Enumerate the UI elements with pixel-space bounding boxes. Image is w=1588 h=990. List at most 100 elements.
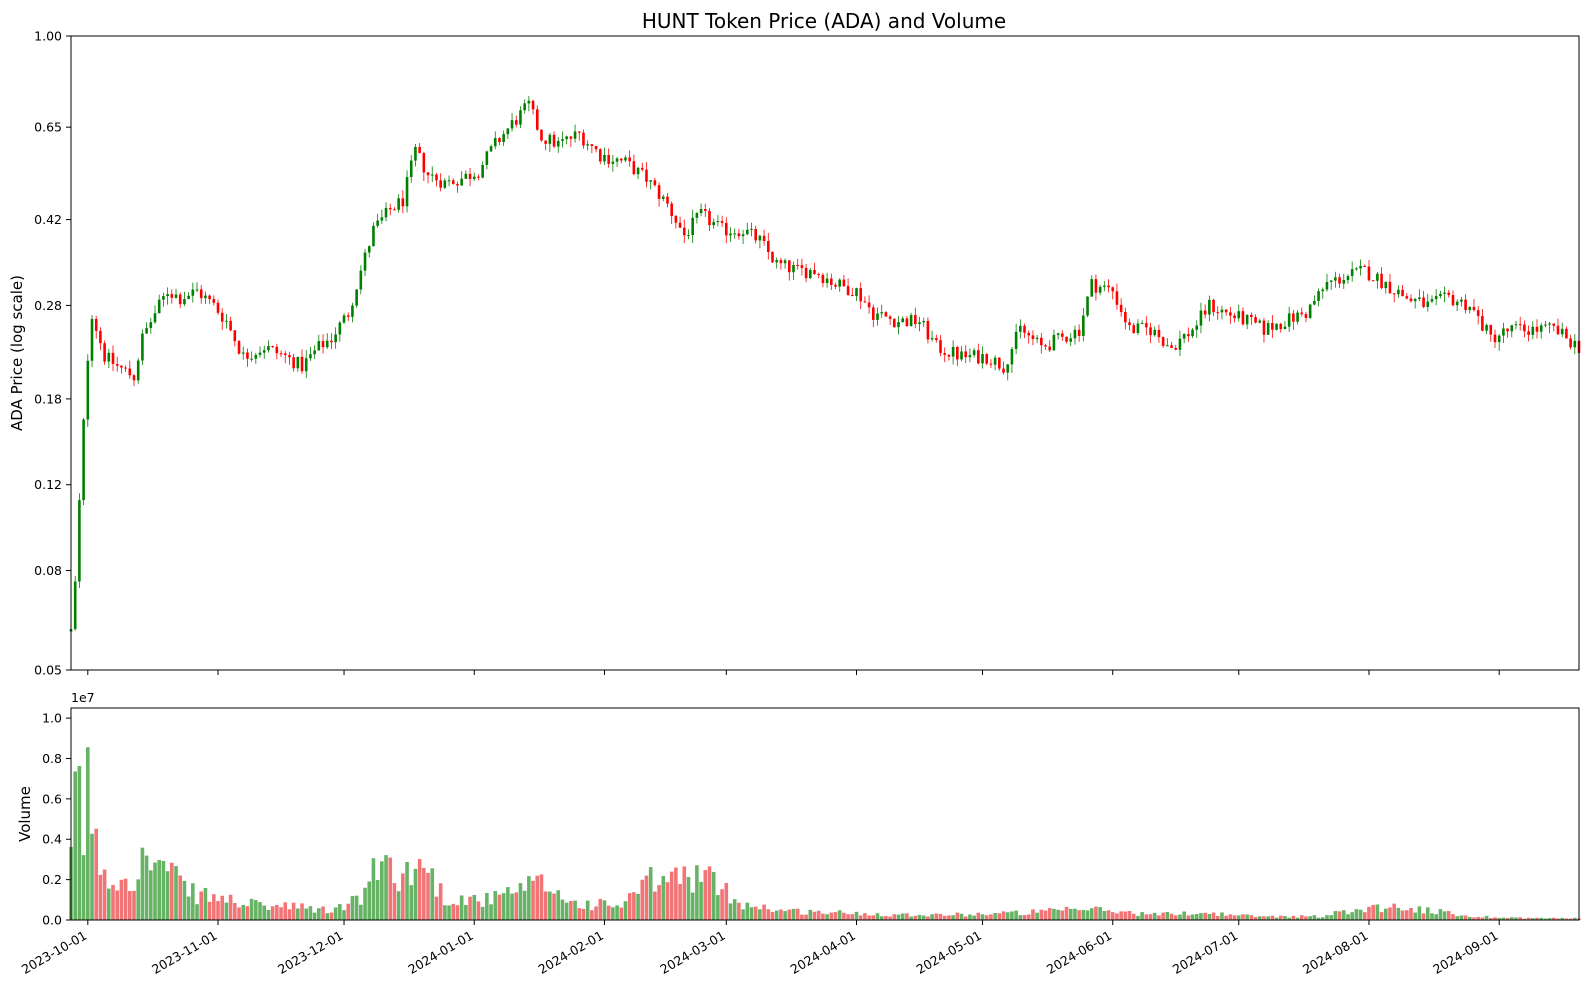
- volume-bar: [153, 862, 157, 920]
- volume-bar: [94, 828, 99, 920]
- candle-body: [884, 312, 888, 317]
- volume-bar: [1102, 910, 1107, 920]
- volume-bar: [1295, 917, 1300, 920]
- candle-body: [943, 352, 947, 355]
- candle-body: [1308, 304, 1312, 318]
- candle-body: [1481, 315, 1484, 331]
- volume-bar: [90, 833, 94, 920]
- volume-bar: [842, 912, 846, 920]
- volume-y-ticks: 0.0 0.2 0.4 0.6 0.8 1.0: [42, 711, 71, 928]
- candle-body: [1468, 306, 1472, 311]
- volume-bar: [1371, 905, 1375, 920]
- volume-bar: [753, 906, 758, 920]
- volume-bar: [405, 861, 409, 920]
- candle-body: [657, 185, 661, 199]
- candle-body: [972, 350, 976, 356]
- volume-bar: [518, 883, 523, 920]
- volume-bar: [178, 875, 183, 920]
- volume-y-tick-label: 1.0: [42, 711, 62, 726]
- volume-bar: [1362, 912, 1367, 920]
- volume-bar: [1299, 915, 1304, 920]
- candle-body: [1182, 333, 1186, 339]
- volume-bar: [879, 916, 884, 920]
- volume-bar: [627, 893, 632, 920]
- candle-body: [615, 158, 619, 162]
- volume-bar: [115, 890, 120, 920]
- volume-bar: [821, 913, 825, 920]
- volume-bar: [1157, 915, 1161, 920]
- candle-body: [464, 173, 468, 179]
- x-tick-label: 2024-02-01: [536, 928, 606, 977]
- candle-body: [586, 144, 589, 146]
- volume-bar: [254, 900, 258, 920]
- candle-body: [762, 235, 766, 242]
- candle-body: [708, 210, 711, 226]
- candle-body: [859, 288, 863, 302]
- candle-body: [733, 233, 736, 235]
- candle-body: [1527, 331, 1530, 335]
- candle-body: [1061, 333, 1064, 337]
- candle-body: [905, 318, 909, 327]
- candle-body: [90, 318, 94, 361]
- candle-body: [279, 353, 283, 355]
- candle-body: [720, 221, 724, 223]
- candle-body: [439, 180, 442, 188]
- volume-bar: [1417, 906, 1422, 920]
- volume-bar: [951, 915, 955, 920]
- candle-body: [73, 581, 77, 630]
- candle-body: [624, 157, 627, 161]
- volume-bar: [854, 911, 859, 920]
- volume-bar: [800, 914, 804, 920]
- candle-body: [531, 100, 535, 110]
- candle-body: [1443, 292, 1446, 294]
- candle-body: [619, 158, 623, 161]
- volume-bar: [1262, 916, 1266, 920]
- candle-body: [170, 294, 174, 298]
- volume-bar: [174, 866, 178, 920]
- volume-bar: [1564, 918, 1569, 920]
- volume-bar: [1291, 915, 1296, 920]
- volume-bar: [354, 895, 359, 920]
- volume-bar: [1215, 916, 1220, 920]
- volume-bar: [942, 915, 947, 920]
- volume-bar: [102, 869, 107, 920]
- volume-bar: [1140, 912, 1144, 920]
- candle-body: [758, 235, 762, 241]
- volume-bar: [1518, 917, 1522, 920]
- candle-body: [115, 363, 119, 366]
- candle-body: [1418, 297, 1421, 300]
- candle-body: [1082, 315, 1085, 336]
- candle-body: [191, 289, 195, 296]
- volume-bar: [497, 894, 502, 920]
- volume-bar: [1035, 912, 1039, 920]
- candle-body: [956, 346, 959, 360]
- candle-body: [376, 220, 379, 226]
- candle-body: [1409, 298, 1413, 302]
- volume-bar: [245, 906, 250, 920]
- volume-bar: [1383, 908, 1388, 920]
- volume-bar: [1484, 915, 1489, 920]
- volume-bar: [216, 901, 220, 920]
- candle-body: [1338, 277, 1341, 284]
- candle-body: [603, 154, 606, 162]
- volume-bar: [1476, 916, 1480, 920]
- volume-bar: [489, 904, 493, 920]
- volume-bar: [791, 908, 796, 920]
- volume-bar: [233, 903, 237, 920]
- volume-bar: [1148, 914, 1153, 920]
- volume-bar: [203, 888, 208, 920]
- candle-body: [918, 322, 921, 325]
- volume-bar: [623, 901, 628, 920]
- volume-bar: [1455, 916, 1459, 920]
- volume-bar: [157, 859, 162, 920]
- volume-bar: [422, 867, 426, 920]
- volume-bar: [1106, 910, 1111, 920]
- volume-bar: [426, 872, 430, 920]
- candle-body: [851, 295, 854, 297]
- volume-bar: [577, 908, 582, 920]
- candle-body: [544, 140, 547, 144]
- candle-body: [1098, 286, 1102, 293]
- volume-bar: [955, 912, 960, 920]
- volume-bar: [1161, 912, 1165, 920]
- volume-bar: [581, 908, 586, 920]
